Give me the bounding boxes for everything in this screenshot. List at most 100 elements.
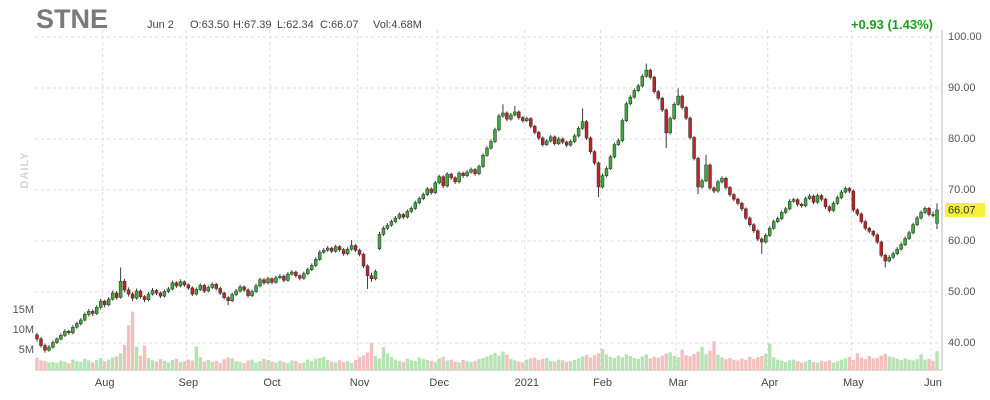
candle-body	[509, 114, 513, 120]
candle-body	[648, 69, 653, 78]
quote-low: L:62.34	[277, 19, 314, 31]
volume-bar	[628, 356, 633, 370]
candle-body	[919, 212, 923, 219]
candle-body	[282, 275, 286, 281]
volume-bar	[744, 360, 748, 370]
volume-bar	[632, 358, 637, 370]
volume-bar	[246, 360, 250, 370]
volume-bar	[664, 353, 668, 370]
volume-bar	[704, 354, 708, 370]
volume-bar	[819, 360, 824, 370]
volume-bar	[899, 360, 903, 370]
candle-body	[158, 292, 163, 297]
candle-body	[664, 109, 668, 134]
candle-body	[306, 269, 310, 274]
candle-body	[899, 244, 903, 250]
volume-bar	[341, 362, 346, 370]
volume-bar	[465, 361, 469, 370]
volume-bar	[708, 350, 712, 370]
candle-body	[525, 118, 529, 121]
volume-bar	[83, 358, 87, 370]
candle-body	[871, 231, 876, 236]
candle-body	[190, 287, 195, 295]
candle-body	[529, 118, 533, 127]
candle-body	[501, 112, 505, 117]
candle-body	[393, 217, 398, 222]
candle-body	[59, 335, 63, 340]
candle-body	[541, 137, 545, 145]
candle-body	[194, 289, 199, 295]
candle-body	[413, 202, 418, 209]
quote-open: O:63.50	[190, 19, 229, 31]
candle-body	[537, 132, 541, 139]
volume-bar	[668, 352, 672, 370]
candle-body	[238, 286, 242, 292]
volume-bar	[604, 354, 609, 370]
candle-body	[660, 97, 664, 111]
volume-bar	[214, 360, 218, 370]
volume-bar	[795, 361, 800, 370]
volume-bar	[827, 360, 832, 370]
candle-body	[55, 338, 59, 343]
volume-bar	[162, 360, 167, 370]
candle-body	[138, 290, 143, 297]
volume-bar	[258, 361, 262, 370]
candle-body	[736, 198, 740, 204]
volume-bar	[521, 362, 525, 370]
volume-bar	[676, 357, 680, 370]
volume-bar	[927, 358, 931, 370]
volume-bar	[142, 345, 147, 370]
volume-bar	[568, 361, 573, 370]
candle-body	[170, 282, 175, 290]
candle-body	[83, 314, 87, 321]
candle-body	[572, 135, 577, 142]
candle-body	[425, 188, 429, 195]
volume-bar	[250, 359, 254, 370]
candle-body	[318, 251, 322, 260]
x-tick-label: Jun	[924, 377, 942, 389]
volume-bar	[278, 360, 282, 370]
candle-body	[218, 288, 222, 294]
volume-bar	[493, 352, 497, 370]
candle-body	[931, 214, 935, 216]
candle-body	[493, 129, 497, 142]
volume-bar	[75, 361, 79, 370]
candle-body	[270, 278, 274, 283]
candle-body	[433, 182, 437, 193]
candle-body	[513, 111, 517, 116]
candle-body	[226, 297, 230, 301]
candle-body	[640, 75, 645, 87]
candle-body	[580, 121, 585, 129]
volume-bar	[302, 362, 306, 370]
candle-body	[118, 281, 123, 298]
candle-body	[461, 172, 465, 177]
volume-bar	[724, 359, 728, 370]
candle-body	[357, 249, 362, 255]
volume-bar	[345, 361, 350, 370]
candle-body	[556, 138, 561, 144]
candle-body	[278, 275, 282, 279]
volume-bar	[210, 362, 214, 370]
volume-bar	[389, 357, 394, 370]
x-tick-label: Nov	[350, 377, 370, 389]
candle-body	[927, 208, 931, 215]
candle-body	[887, 257, 891, 262]
candle-body	[895, 248, 899, 255]
volume-bar	[740, 358, 744, 370]
candle-body	[409, 208, 414, 212]
volume-bar	[867, 356, 871, 370]
volume-bar	[732, 359, 736, 370]
candle-body	[246, 289, 250, 296]
volume-bar	[481, 358, 485, 370]
volume-bar	[556, 359, 561, 370]
volume-bar	[91, 362, 95, 370]
candle-body	[87, 311, 91, 315]
volume-bar	[274, 362, 278, 370]
candle-body	[166, 288, 171, 292]
candle-body	[210, 284, 214, 288]
candle-body	[891, 253, 895, 258]
volume-bar	[644, 354, 648, 370]
candle-body	[564, 141, 569, 146]
candle-body	[453, 177, 457, 183]
